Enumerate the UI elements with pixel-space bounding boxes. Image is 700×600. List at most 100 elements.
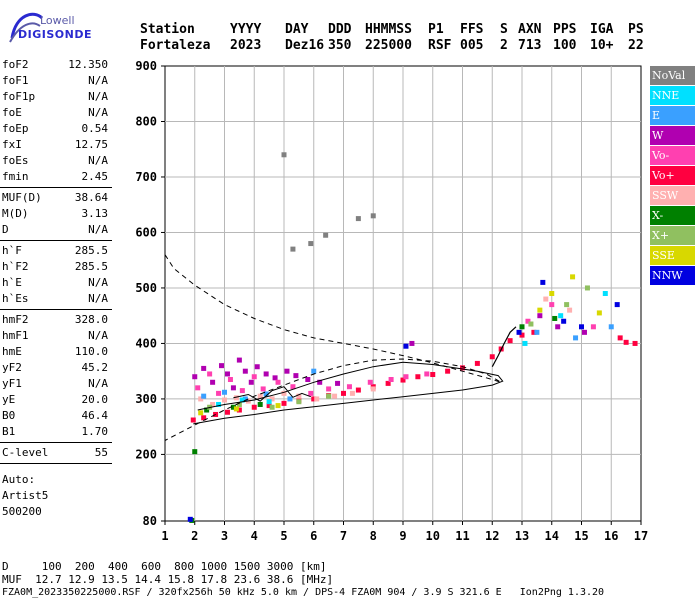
data-point	[230, 404, 236, 410]
param-row: MUF(D) 38.64	[2, 191, 108, 207]
data-point	[537, 307, 543, 313]
param-row: foEs N/A	[2, 154, 108, 170]
data-point	[287, 396, 293, 402]
data-point	[296, 399, 302, 405]
header-value: 005	[460, 38, 484, 53]
data-point	[552, 315, 558, 321]
header-label: PPS	[553, 22, 577, 37]
legend-item: W	[650, 126, 695, 145]
footer-line2: MUF 12.7 12.9 13.5 14.4 15.8 17.8 23.6 3…	[2, 573, 334, 586]
param-value: 46.4	[81, 409, 109, 422]
data-point	[543, 296, 549, 302]
data-point	[537, 313, 543, 319]
param-row: fxI 12.75	[2, 138, 108, 154]
data-point	[474, 360, 480, 366]
data-point	[623, 339, 629, 345]
x-tick-label: 14	[545, 529, 559, 543]
x-tick-label: 9	[399, 529, 406, 543]
data-point	[257, 401, 263, 407]
param-label: foEs	[2, 154, 29, 167]
header-value: 22	[628, 38, 644, 53]
param-value: 38.64	[74, 191, 108, 204]
logo-line2: DIGISONDE	[18, 28, 92, 41]
x-tick-label: 15	[574, 529, 588, 543]
param-separator	[0, 240, 112, 241]
data-point	[522, 340, 528, 346]
data-point	[341, 390, 346, 396]
data-point	[549, 302, 555, 308]
data-point	[275, 403, 281, 409]
legend-item: E	[650, 106, 695, 125]
data-point	[210, 401, 216, 407]
x-tick-label: 7	[340, 529, 347, 543]
data-point	[254, 364, 260, 370]
param-label: fmin	[2, 170, 29, 183]
data-point	[403, 374, 409, 380]
header-value: 10+	[590, 38, 614, 53]
data-point	[239, 388, 245, 394]
legend-item: NNW	[650, 266, 695, 285]
data-point	[192, 449, 198, 455]
data-point	[224, 371, 230, 377]
param-value: 45.2	[81, 361, 109, 374]
param-label: hmE	[2, 345, 22, 358]
param-value: N/A	[88, 106, 108, 119]
x-tick-label: 1	[161, 529, 168, 543]
param-row: hmE 110.0	[2, 345, 108, 361]
trace-curve	[233, 386, 311, 402]
data-point	[534, 329, 540, 335]
param-value: N/A	[88, 276, 108, 289]
param-row: yF2 45.2	[2, 361, 108, 377]
param-separator	[0, 309, 112, 310]
data-point	[281, 390, 287, 396]
data-point	[224, 409, 230, 415]
data-point	[311, 368, 317, 374]
data-point	[216, 390, 222, 396]
data-point	[445, 368, 451, 374]
data-point	[519, 332, 525, 338]
data-point	[549, 291, 555, 296]
param-label: B1	[2, 425, 16, 438]
legend-item: SSE	[650, 246, 695, 265]
data-point	[204, 407, 210, 413]
x-tick-label: 11	[455, 529, 469, 543]
param-value: N/A	[88, 329, 108, 342]
data-point	[355, 216, 361, 222]
param-row: yE 20.0	[2, 393, 108, 409]
data-point	[370, 386, 376, 392]
data-point	[584, 285, 590, 291]
data-point	[614, 302, 620, 308]
header-label: DAY	[285, 22, 309, 37]
data-point	[608, 324, 614, 330]
header-value: Fortaleza	[140, 38, 211, 53]
param-row: hmF1 N/A	[2, 329, 108, 345]
param-value: N/A	[88, 90, 108, 103]
data-point	[219, 363, 225, 369]
data-point	[230, 385, 236, 391]
data-point	[187, 516, 193, 522]
data-point	[201, 415, 207, 421]
header-label: S	[500, 22, 508, 37]
x-tick-label: 13	[515, 529, 529, 543]
param-row: C-level 55	[2, 446, 108, 462]
data-point	[489, 354, 495, 360]
x-tick-label: 5	[280, 529, 287, 543]
param-label: B0	[2, 409, 16, 422]
header-label: AXN	[518, 22, 542, 37]
data-point	[272, 375, 278, 381]
data-point	[248, 379, 254, 385]
param-row: foF1 N/A	[2, 74, 108, 90]
data-point	[460, 365, 465, 371]
x-tick-label: 10	[426, 529, 440, 543]
x-tick-label: 6	[310, 529, 317, 543]
legend-item: NoVal	[650, 66, 695, 85]
param-value: 2.45	[81, 170, 109, 183]
data-point	[198, 396, 204, 402]
data-point	[216, 401, 222, 407]
param-value: 12.350	[68, 58, 108, 71]
data-point	[400, 377, 406, 383]
param-label: h`E	[2, 276, 22, 289]
profile-curves	[164, 254, 517, 441]
param-label: h`Es	[2, 292, 29, 305]
data-point	[403, 343, 409, 349]
